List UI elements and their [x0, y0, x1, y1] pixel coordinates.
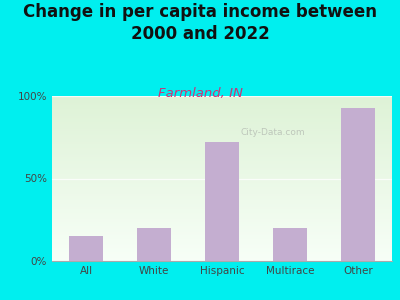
Bar — [69, 236, 103, 261]
Text: Change in per capita income between
2000 and 2022: Change in per capita income between 2000… — [23, 3, 377, 43]
Bar — [137, 228, 171, 261]
Text: City-Data.com: City-Data.com — [241, 128, 305, 137]
Bar — [273, 228, 307, 261]
Bar — [341, 107, 375, 261]
Text: Farmland, IN: Farmland, IN — [158, 87, 242, 100]
Bar — [205, 142, 239, 261]
